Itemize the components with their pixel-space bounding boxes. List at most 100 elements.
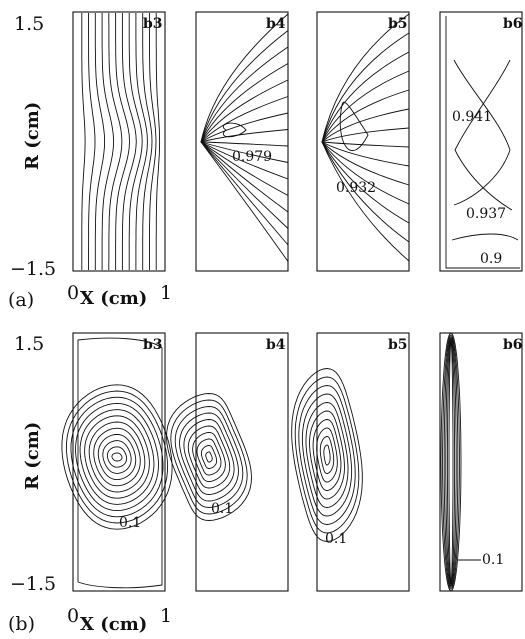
a-b4-line-6 <box>200 112 289 143</box>
a-b4-line-10 <box>200 141 289 180</box>
a-b6-curve-3 <box>451 233 519 241</box>
a-b3-line-7 <box>121 13 137 270</box>
b-y-axis-label: R (cm) <box>22 422 43 490</box>
b-b4-ring-5 <box>183 419 235 495</box>
panel-b-b4-tag: b4 <box>266 337 286 353</box>
b-b3-ring-0 <box>111 452 123 462</box>
a-y-tick-bottom: −1.5 <box>10 258 56 280</box>
contour-label-b5-01: 0.1 <box>325 531 347 547</box>
b-b5-ring-7 <box>298 385 356 525</box>
b-b4-ring-6 <box>179 412 239 502</box>
b-b3-ring-11 <box>61 384 173 530</box>
b-b6-ring-5 <box>440 332 462 592</box>
contour-label-0979: 0.979 <box>232 149 272 165</box>
a-b4-line-1 <box>200 30 289 143</box>
a-b3-line-6 <box>115 13 130 270</box>
a-b4-line-13 <box>200 141 289 229</box>
panel-a-b3-frame <box>72 11 166 272</box>
contour-label-0937: 0.937 <box>466 206 506 222</box>
b-b3-ring-6 <box>84 415 150 499</box>
b-b3-ring-4 <box>93 427 141 487</box>
a-b5-line-2 <box>321 51 410 143</box>
a-b5-line-4 <box>321 89 410 143</box>
a-b4-line-12 <box>200 141 289 213</box>
b-b4-ring-4 <box>187 425 231 489</box>
a-y-axis-label: R (cm) <box>22 102 43 170</box>
panel-b-b5-tag: b5 <box>388 337 408 353</box>
b-b3-ring-3 <box>97 433 137 481</box>
b-b3-ring-1 <box>106 446 128 468</box>
b-b3-ring-5 <box>88 421 146 493</box>
a-b5-line-11 <box>321 141 410 224</box>
contour-label-b6-01: 0.1 <box>482 552 504 568</box>
b-b6-ring-2 <box>445 337 457 587</box>
b-b4-ring-2 <box>196 438 222 476</box>
a-x-tick-left: 0 <box>67 282 79 304</box>
a-b6-curve-2 <box>454 59 513 211</box>
panel-b-b6-tag: b6 <box>503 337 523 353</box>
b-b5-ring-0 <box>323 444 331 466</box>
a-b5-line-1 <box>321 32 410 143</box>
a-b3-line-10 <box>142 13 153 270</box>
panel-b-b5-contours <box>291 368 363 542</box>
panel-a-b5-contours <box>321 13 410 262</box>
b-b3-outer <box>77 337 163 589</box>
part-a-label: (a) <box>8 289 34 311</box>
b-b4-ring-3 <box>192 432 226 482</box>
panel-a-b3-contours <box>81 13 161 270</box>
a-b3-line-4 <box>101 13 115 270</box>
b-x-tick-left: 0 <box>67 605 79 627</box>
b-b3-ring-2 <box>102 440 132 474</box>
panel-a-b6-frame <box>439 11 523 272</box>
a-b5-line-7 <box>321 141 410 148</box>
a-b3-line-1 <box>81 13 86 270</box>
a-b5-loop <box>339 101 369 151</box>
panel-b-b6-contours <box>440 332 462 592</box>
a-b5-line-8 <box>321 141 410 167</box>
a-b3-line-5 <box>108 13 123 270</box>
a-b5-line-5 <box>321 108 410 143</box>
a-b5-line-13 <box>321 141 410 262</box>
b-b5-ring-3 <box>312 419 342 491</box>
a-b4-line-7 <box>200 129 289 143</box>
b-b3-ring-8 <box>75 402 159 512</box>
contour-label-09: 0.9 <box>480 251 502 267</box>
b-b4-ring-1 <box>200 445 218 469</box>
a-b5-line-3 <box>321 70 410 143</box>
panel-b-b3-frame <box>72 332 166 592</box>
b-b6-ring-3 <box>443 335 459 589</box>
a-b6-curve-1 <box>453 59 511 206</box>
panel-b-b3-contours <box>61 337 173 589</box>
a-b4-loop <box>223 122 247 138</box>
panel-b-b5-frame <box>316 332 410 592</box>
a-b4-line-5 <box>200 96 289 143</box>
b-b5-ring-2 <box>316 427 338 483</box>
panel-a-b6-contours <box>445 16 520 269</box>
b-b3-ring-7 <box>79 409 155 505</box>
b-b3-ring-10 <box>65 390 169 524</box>
part-a: b3 b4 b5 b6 0.979 0.932 0.941 0.937 0.9 … <box>8 11 523 311</box>
panel-b-b6-frame <box>439 332 523 592</box>
a-b4-line-14 <box>200 141 289 246</box>
b-y-tick-bottom: −1.5 <box>10 573 56 595</box>
a-b5-line-9 <box>321 141 410 186</box>
b-b5-ring-9 <box>291 368 363 542</box>
a-b4-line-15 <box>200 141 289 262</box>
b-b5-ring-4 <box>309 410 345 500</box>
b-b5-ring-5 <box>305 402 349 508</box>
part-b-label: (b) <box>8 613 35 635</box>
b-b6-ring-4 <box>442 334 460 590</box>
a-b3-line-2 <box>88 13 96 270</box>
a-b3-line-8 <box>128 13 143 270</box>
contour-label-b3-01: 0.1 <box>119 515 141 531</box>
b-b4-ring-7 <box>174 406 244 508</box>
b-b4-ring-9 <box>166 393 252 521</box>
b-b3-ring-9 <box>70 396 164 518</box>
a-b4-line-11 <box>200 141 289 196</box>
contour-label-0932: 0.932 <box>336 180 376 196</box>
a-b5-line-10 <box>321 141 410 205</box>
panel-b-b3-tag: b3 <box>143 337 163 353</box>
a-b5-line-6 <box>321 127 410 143</box>
panel-a-b6-tag: b6 <box>503 16 523 32</box>
